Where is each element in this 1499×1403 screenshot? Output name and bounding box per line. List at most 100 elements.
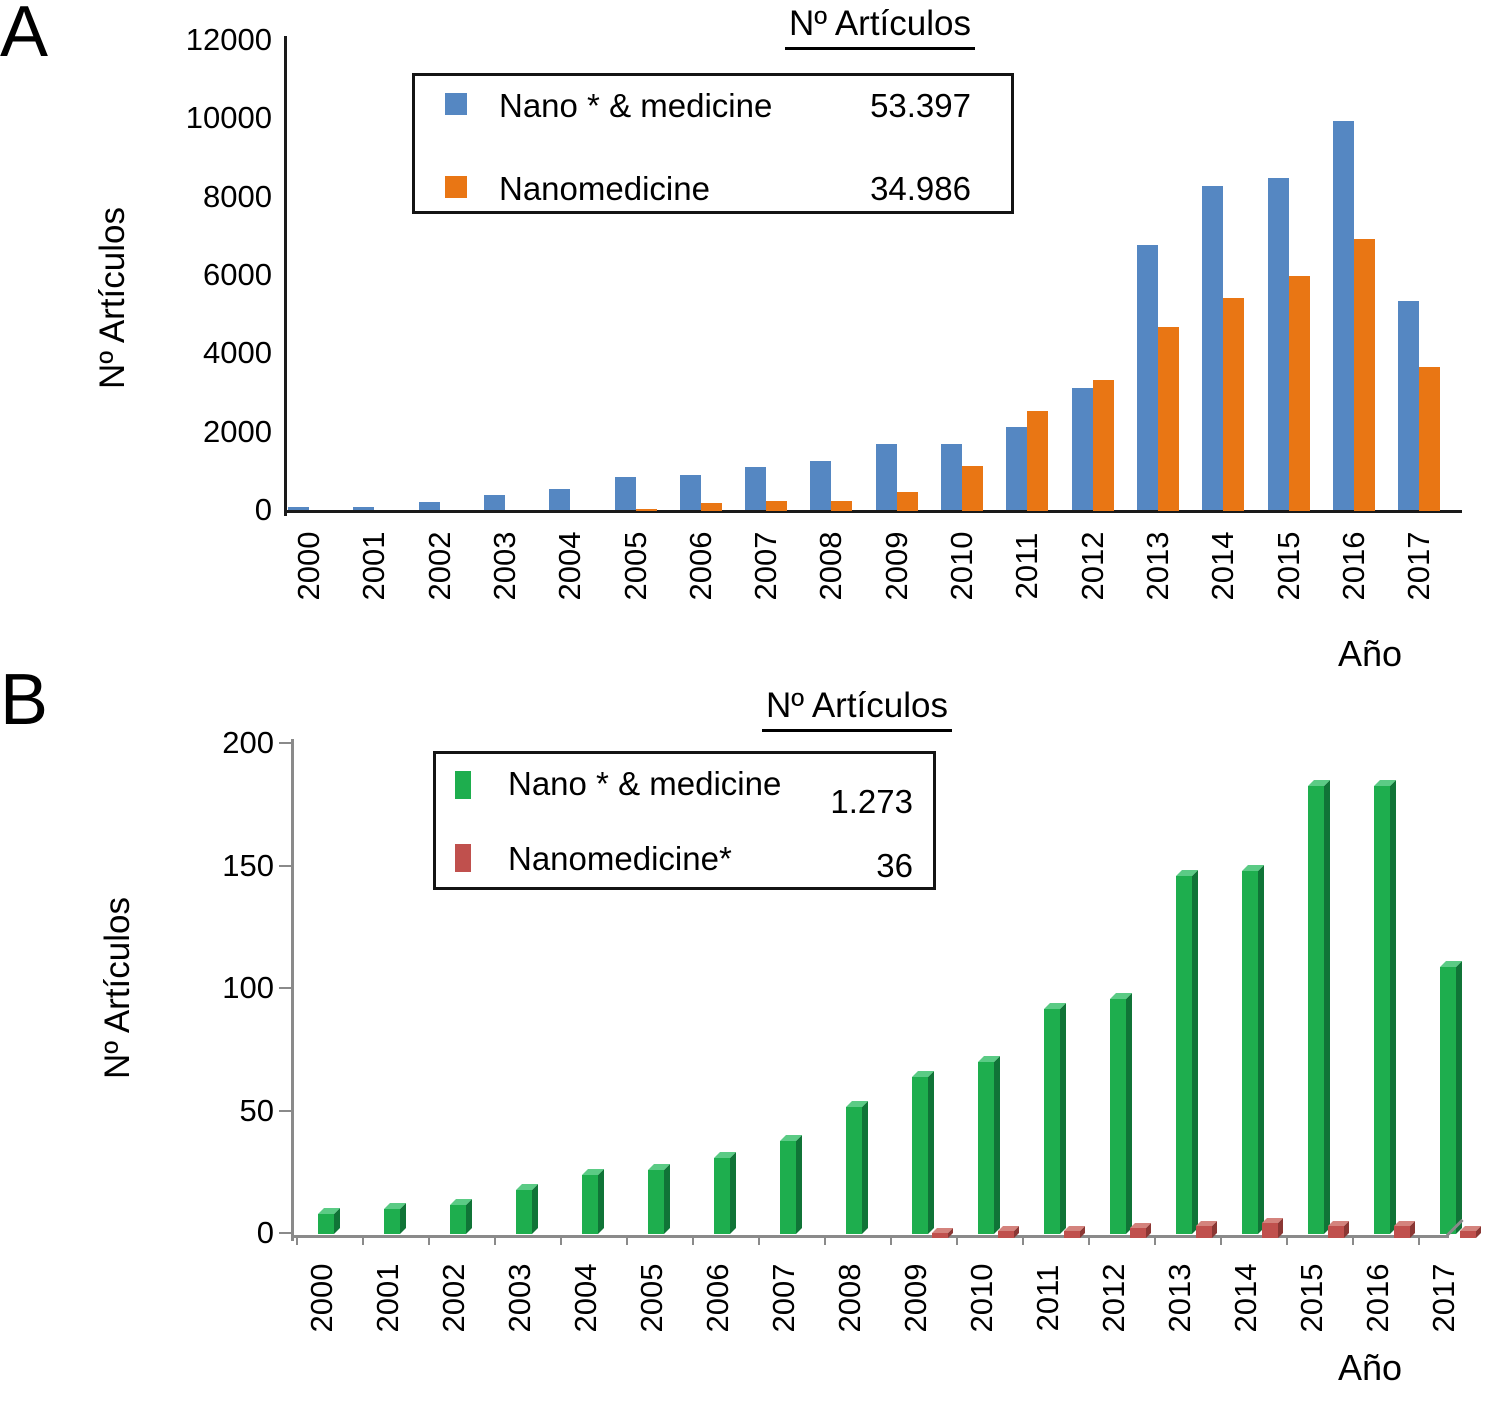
x-tick-mark bbox=[428, 1235, 430, 1245]
legend-marker-nanomedicine-b bbox=[455, 844, 471, 872]
bar-2006-nanomedicine bbox=[701, 503, 722, 511]
bar-2014-nano-medicine bbox=[1202, 186, 1223, 511]
legend-label-nano-and-medicine-b: Nano * & medicine bbox=[508, 765, 782, 802]
x-tick-label-2003: 2003 bbox=[487, 531, 522, 601]
legend-label-nanomedicine: Nanomedicine bbox=[499, 170, 710, 207]
bar-2015-nanomedicine bbox=[1328, 1226, 1344, 1238]
bar-2009-nanomedicine bbox=[932, 1233, 948, 1238]
y-tick-mark bbox=[279, 1110, 291, 1112]
y-tick-mark bbox=[279, 987, 291, 989]
y-tick-label: 50 bbox=[239, 1093, 274, 1128]
bar-2003-nano-medicine bbox=[484, 495, 505, 511]
bar-2005-nanomedicine bbox=[636, 509, 657, 511]
x-tick-label-2007: 2007 bbox=[766, 1263, 801, 1333]
legend-value-nanomedicine-b: 36 bbox=[876, 847, 913, 884]
bar-2011-nano-medicine-side bbox=[1060, 1003, 1066, 1234]
y-tick-label: 0 bbox=[254, 492, 272, 527]
bar-2017-nano-medicine bbox=[1398, 301, 1419, 511]
x-tick-mark bbox=[1220, 1235, 1222, 1245]
bar-2000-nano-medicine bbox=[288, 507, 309, 511]
bar-2016-nano-medicine bbox=[1374, 786, 1390, 1234]
bar-2013-nano-medicine-side bbox=[1192, 870, 1198, 1234]
chart-title-a: Nº Artículos bbox=[640, 4, 1120, 50]
x-tick-label-2001: 2001 bbox=[370, 1263, 405, 1333]
y-tick-label: 4000 bbox=[203, 335, 272, 370]
x-tick-mark bbox=[1088, 1235, 1090, 1245]
bar-2012-nano-medicine-side bbox=[1126, 993, 1132, 1234]
y-tick-label: 12000 bbox=[185, 22, 272, 57]
y-tick-label: 100 bbox=[222, 970, 274, 1005]
x-tick-label-2000: 2000 bbox=[291, 531, 326, 601]
bar-2012-nano-medicine bbox=[1072, 388, 1093, 511]
x-tick-label-2003: 2003 bbox=[502, 1263, 537, 1333]
bar-2006-nano-medicine bbox=[680, 475, 701, 511]
bar-2007-nano-medicine bbox=[780, 1141, 796, 1234]
bar-2005-nano-medicine bbox=[648, 1170, 664, 1234]
x-tick-mark bbox=[296, 1235, 298, 1245]
bar-2010-nano-medicine bbox=[941, 444, 962, 511]
y-tick-label: 150 bbox=[222, 848, 274, 883]
bar-2003-nano-medicine bbox=[516, 1190, 532, 1234]
x-tick-label-2014: 2014 bbox=[1228, 1263, 1263, 1333]
bar-2009-nano-medicine bbox=[876, 444, 897, 511]
y-tick-label: 0 bbox=[256, 1215, 274, 1250]
x-tick-label-2010: 2010 bbox=[964, 1263, 999, 1333]
y-tick-label: 6000 bbox=[203, 257, 272, 292]
bar-2011-nano-medicine bbox=[1044, 1009, 1060, 1234]
x-tick-mark bbox=[626, 1235, 628, 1245]
x-tick-label-2005: 2005 bbox=[634, 1263, 669, 1333]
x-tick-mark bbox=[1022, 1235, 1024, 1245]
bar-2002-nano-medicine bbox=[450, 1205, 466, 1234]
x-tick-mark bbox=[824, 1235, 826, 1245]
x-tick-label-2013: 2013 bbox=[1162, 1263, 1197, 1333]
legend-value-nano-and-medicine: 53.397 bbox=[870, 87, 971, 124]
bar-2001-nano-medicine bbox=[384, 1209, 400, 1234]
bar-2007-nano-medicine-side bbox=[796, 1135, 802, 1234]
x-tick-label-2000: 2000 bbox=[304, 1263, 339, 1333]
bar-2009-nano-medicine-side bbox=[928, 1071, 934, 1234]
legend-marker-nanomedicine bbox=[445, 176, 467, 198]
x-axis-title-b: Año bbox=[1338, 1347, 1403, 1388]
y-tick-label: 2000 bbox=[203, 414, 272, 449]
bar-2013-nano-medicine bbox=[1176, 876, 1192, 1234]
x-tick-label-2008: 2008 bbox=[813, 531, 848, 601]
bar-2017-nanomedicine bbox=[1460, 1231, 1476, 1238]
y-axis-line bbox=[291, 739, 294, 1241]
bar-2008-nanomedicine bbox=[831, 501, 852, 511]
legend-marker-nano-and-medicine bbox=[445, 93, 467, 115]
bar-2010-nanomedicine bbox=[998, 1231, 1014, 1238]
bar-2014-nano-medicine-side bbox=[1258, 865, 1264, 1234]
bar-2009-nano-medicine bbox=[912, 1077, 928, 1234]
bar-2007-nanomedicine bbox=[766, 501, 787, 511]
bar-2013-nanomedicine bbox=[1196, 1226, 1212, 1238]
x-tick-label-2017: 2017 bbox=[1426, 1263, 1461, 1333]
y-axis-title-a: Nº Artículos bbox=[93, 207, 132, 390]
x-tick-mark bbox=[956, 1235, 958, 1245]
bar-2008-nano-medicine bbox=[810, 461, 831, 511]
bar-2014-nano-medicine bbox=[1242, 871, 1258, 1234]
bar-2013-nano-medicine bbox=[1137, 245, 1158, 511]
x-tick-label-2016: 2016 bbox=[1360, 1263, 1395, 1333]
legend-b: Nano * & medicine 1.273 Nanomedicine* 36 bbox=[433, 751, 936, 890]
x-axis-line bbox=[284, 510, 1462, 513]
y-tick-mark bbox=[279, 742, 291, 744]
y-tick-mark bbox=[279, 865, 291, 867]
x-tick-label-2017: 2017 bbox=[1401, 531, 1436, 601]
x-tick-label-2005: 2005 bbox=[618, 531, 653, 601]
x-tick-label-2013: 2013 bbox=[1140, 531, 1175, 601]
bar-2016-nano-medicine-side bbox=[1390, 780, 1396, 1234]
bar-2010-nano-medicine bbox=[978, 1062, 994, 1234]
bar-2001-nano-medicine bbox=[353, 507, 374, 511]
x-axis-line bbox=[291, 1235, 1449, 1238]
y-tick-mark bbox=[279, 1232, 291, 1234]
x-tick-label-2002: 2002 bbox=[422, 531, 457, 601]
bar-2014-nanomedicine bbox=[1223, 298, 1244, 511]
bar-2016-nano-medicine bbox=[1333, 121, 1354, 511]
chart-title-a-text: Nº Artículos bbox=[784, 4, 975, 50]
bar-2015-nano-medicine bbox=[1268, 178, 1289, 511]
x-tick-mark bbox=[890, 1235, 892, 1245]
x-tick-label-2002: 2002 bbox=[436, 1263, 471, 1333]
bar-2010-nano-medicine-side bbox=[994, 1056, 1000, 1234]
bar-2011-nano-medicine bbox=[1006, 427, 1027, 511]
chart-title-b-text: Nº Artículos bbox=[761, 686, 952, 732]
